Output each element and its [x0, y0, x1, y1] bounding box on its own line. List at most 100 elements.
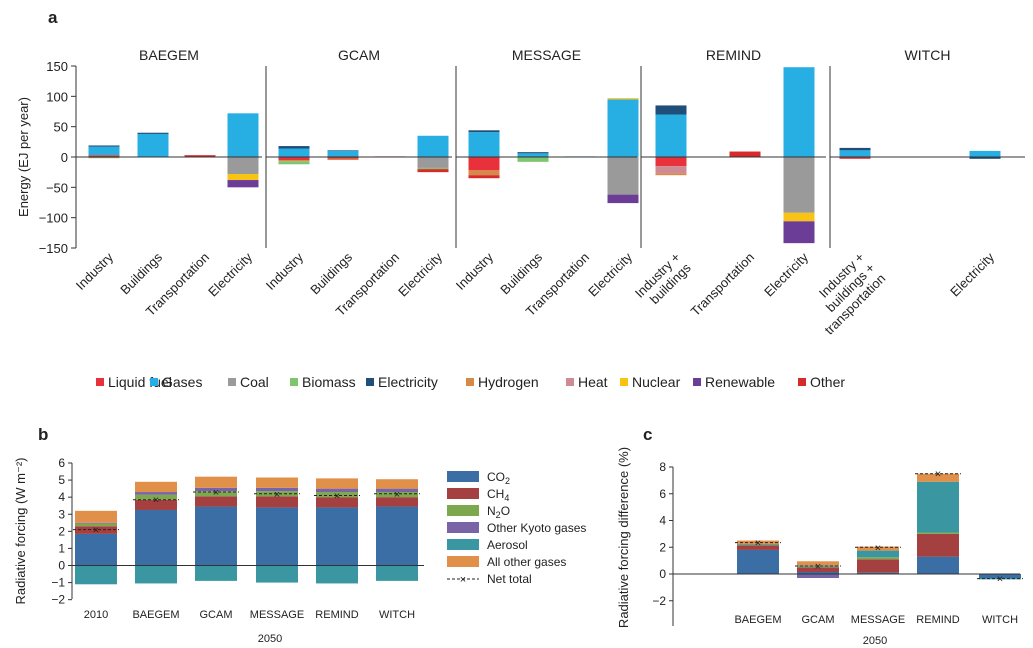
legend-swatch-renewable: [693, 378, 701, 386]
bar-segment-co2: [195, 506, 237, 566]
category-label: 2010: [84, 609, 108, 621]
category-label: Transportation: [688, 250, 758, 320]
bar-segment-liquid-fuel: [327, 157, 359, 159]
bar-segment-n2o: [75, 523, 117, 527]
y-tick-label: −1: [51, 576, 65, 590]
bar-segment-gases: [327, 150, 359, 157]
bar-segment-coal: [783, 157, 815, 213]
category-label: Industry: [73, 249, 117, 293]
category-label-line: Electricity: [947, 249, 997, 299]
legend-swatch-hydrogen: [466, 378, 474, 386]
y-axis-title: Radiative forcing (W m⁻²): [13, 458, 28, 605]
bar-segment-co2: [376, 506, 418, 566]
x-axis-title: 2050: [863, 635, 887, 647]
bar-segment-ch4: [737, 545, 779, 550]
y-tick-label: 0: [61, 150, 68, 165]
facet-title-remind: REMIND: [706, 47, 761, 63]
category-label: Industry: [453, 249, 497, 293]
bar-segment-hydrogen: [468, 170, 500, 176]
category-label: Industry +buildings +transportation: [800, 250, 888, 338]
category-label-line: Industry: [453, 249, 497, 293]
category-label-line: Industry: [263, 249, 307, 293]
net-total-marker: ×: [274, 489, 280, 501]
bar-segment-n2o: [376, 492, 418, 498]
net-total-marker: ×: [755, 538, 761, 550]
legend-swatch-heat: [566, 378, 574, 386]
bar-segment-n2o: [737, 544, 779, 546]
y-axis-title: Energy (EJ per year): [16, 97, 31, 217]
bar-segment-gases: [137, 133, 169, 157]
bar-segment-coal: [607, 157, 639, 195]
bar-segment-gases: [783, 67, 815, 157]
category-label: WITCH: [379, 609, 415, 621]
bar-segment-aerosol: [75, 565, 117, 585]
bar-segment-biomass: [88, 157, 120, 159]
legend-text-subscript: 4: [504, 493, 509, 503]
legend-label-biomass: Biomass: [302, 374, 356, 390]
legend-swatch-coal: [228, 378, 236, 386]
category-label: MESSAGE: [250, 609, 304, 621]
net-total-marker: ×: [815, 561, 821, 573]
category-label-line: Electricity: [205, 249, 255, 299]
category-label: REMIND: [315, 609, 358, 621]
bar-segment-gases: [517, 153, 549, 157]
legend-text-subscript: 2: [496, 510, 501, 520]
bar-segment-electricity: [969, 157, 1001, 159]
bar-segment-n2o: [917, 532, 959, 534]
category-label-line: Buildings: [307, 249, 355, 297]
bar-segment-biomass: [278, 161, 310, 165]
category-label: Electricity: [761, 249, 811, 299]
bar-segment-liquid-fuel: [88, 155, 120, 157]
legend-label-heat: Heat: [578, 374, 608, 390]
bar-segment-aerosol: [316, 565, 358, 584]
bar-segment-heat: [655, 166, 687, 174]
bar-segment-nuclear: [607, 98, 639, 100]
facet-title-witch: WITCH: [905, 47, 951, 63]
bar-segment-ch4: [376, 497, 418, 507]
bar-segment-other-kyoto-gases: [195, 487, 237, 492]
legend-swatch-biomass: [290, 378, 298, 386]
bar-segment-co2: [75, 533, 117, 566]
bar-segment-electricity: [88, 145, 120, 147]
legend-swatch-ch4: [447, 488, 479, 499]
bar-segment-aerosol: [256, 565, 298, 583]
bar-segment-co2: [256, 507, 298, 566]
bar-segment-all-other-gases: [135, 481, 177, 493]
bar-segment-co2: [737, 549, 779, 574]
legend-label-nuclear: Nuclear: [632, 374, 681, 390]
bar-segment-co2: [979, 574, 1021, 579]
legend-text-after: O: [501, 504, 510, 518]
bar-segment-ch4: [316, 497, 358, 508]
category-label: Electricity: [585, 249, 635, 299]
bar-segment-all-other-gases: [917, 473, 959, 482]
bar-segment-renewable: [227, 180, 259, 188]
y-tick-label: 50: [54, 120, 68, 135]
bar-segment-electricity: [839, 147, 871, 151]
bar-segment-n2o: [135, 494, 177, 500]
panel-a-chart: 150 100 50 0 −50 −100 −150 Energy (EJ per year)…: [16, 47, 1025, 390]
bar-segment-hydrogen: [327, 158, 359, 161]
facet-title-message: MESSAGE: [512, 47, 581, 63]
bar-segment-n2o: [857, 557, 899, 560]
bar-segment-gases: [839, 150, 871, 157]
bar-segment-n2o: [316, 492, 358, 498]
bar-segment-other-kyoto-gases: [376, 488, 418, 493]
bar-segment-liquid-fuel: [655, 157, 687, 167]
bar-segment-ch4: [797, 567, 839, 572]
bar-segment-aerosol: [857, 550, 899, 558]
legend-label-other: Other: [810, 374, 845, 390]
net-total-marker: ×: [394, 489, 400, 501]
category-label-line: Electricity: [585, 249, 635, 299]
bar-segment-all-other-gases: [195, 476, 237, 488]
net-total-marker: ×: [875, 542, 881, 554]
category-label-line: Buildings: [117, 249, 165, 297]
category-label-line: Transportation: [688, 250, 758, 320]
legend-text-base: N: [487, 504, 496, 518]
category-label: Industry: [263, 249, 307, 293]
bar-segment-gases: [278, 148, 310, 157]
category-label: Buildings: [497, 249, 545, 297]
